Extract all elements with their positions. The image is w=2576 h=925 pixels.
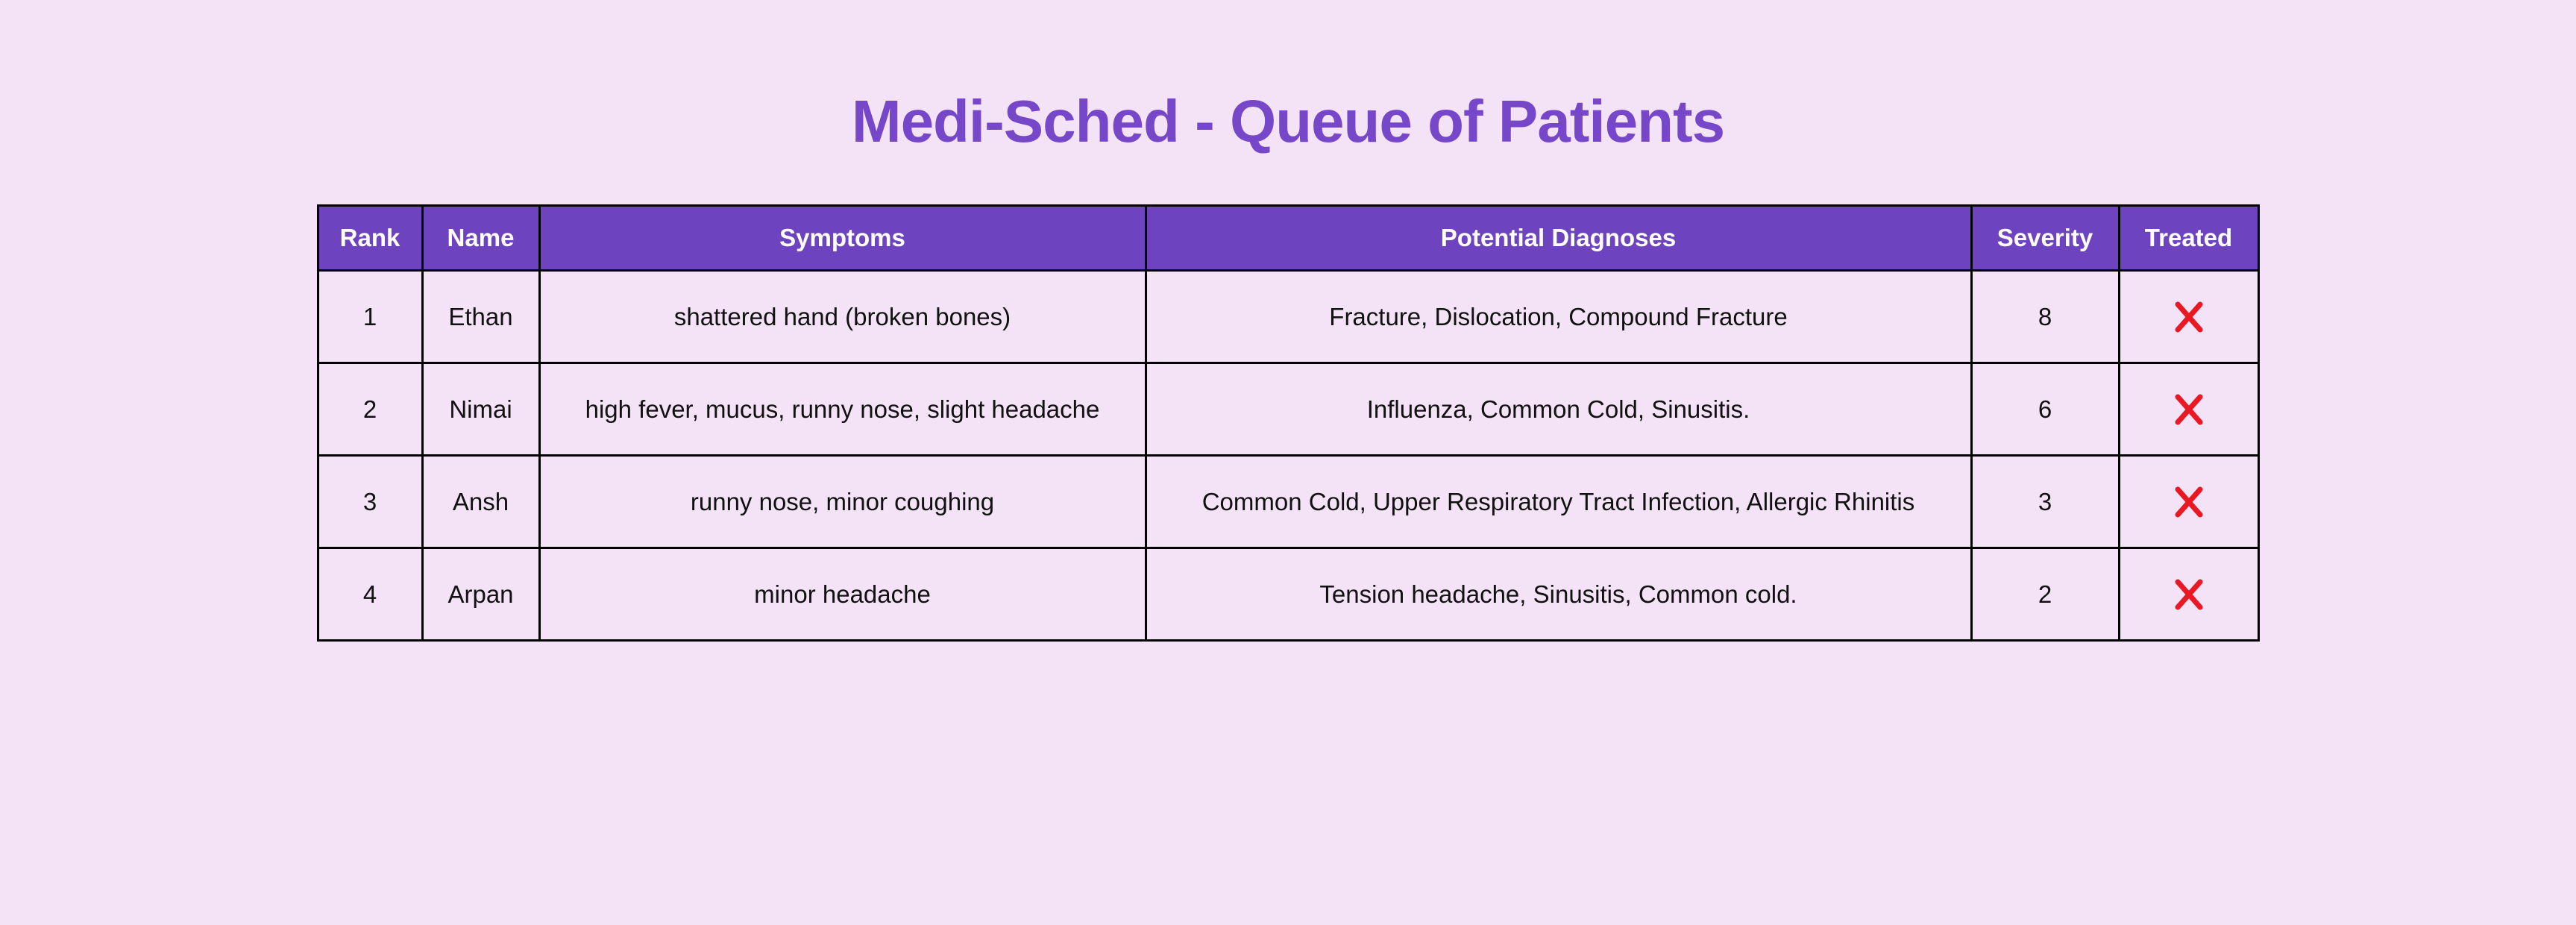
severity-cell: 8: [1970, 269, 2120, 364]
severity-cell: 2: [1970, 547, 2120, 642]
table-header-row: Rank Name Symptoms Potential Diagnoses S…: [316, 204, 2260, 272]
diagnoses-cell: Common Cold, Upper Respiratory Tract Inf…: [1144, 454, 1973, 549]
column-header-treated: Treated: [2117, 204, 2260, 272]
table-row: 4 Arpan minor headache Tension headache,…: [316, 547, 2260, 642]
name-cell: Ansh: [421, 454, 541, 549]
name-cell: Nimai: [421, 362, 541, 457]
rank-cell: 3: [316, 454, 424, 549]
table-row: 1 Ethan shattered hand (broken bones) Fr…: [316, 269, 2260, 364]
treated-cell: [2117, 547, 2260, 642]
name-cell: Arpan: [421, 547, 541, 642]
not-treated-x-icon[interactable]: [2172, 485, 2206, 519]
diagnoses-cell: Tension headache, Sinusitis, Common cold…: [1144, 547, 1973, 642]
treated-cell: [2117, 454, 2260, 549]
rank-cell: 1: [316, 269, 424, 364]
severity-cell: 6: [1970, 362, 2120, 457]
symptoms-cell: runny nose, minor coughing: [538, 454, 1147, 549]
diagnoses-cell: Influenza, Common Cold, Sinusitis.: [1144, 362, 1973, 457]
treated-cell: [2117, 269, 2260, 364]
column-header-name: Name: [421, 204, 541, 272]
not-treated-x-icon[interactable]: [2172, 392, 2206, 427]
not-treated-x-icon[interactable]: [2172, 577, 2206, 612]
table-row: 2 Nimai high fever, mucus, runny nose, s…: [316, 362, 2260, 457]
column-header-symptoms: Symptoms: [538, 204, 1147, 272]
column-header-rank: Rank: [316, 204, 424, 272]
table-row: 3 Ansh runny nose, minor coughing Common…: [316, 454, 2260, 549]
column-header-severity: Severity: [1970, 204, 2120, 272]
patient-queue-table: Rank Name Symptoms Potential Diagnoses S…: [316, 204, 2260, 642]
rank-cell: 2: [316, 362, 424, 457]
rank-cell: 4: [316, 547, 424, 642]
severity-cell: 3: [1970, 454, 2120, 549]
symptoms-cell: minor headache: [538, 547, 1147, 642]
not-treated-x-icon[interactable]: [2172, 300, 2206, 334]
symptoms-cell: high fever, mucus, runny nose, slight he…: [538, 362, 1147, 457]
name-cell: Ethan: [421, 269, 541, 364]
treated-cell: [2117, 362, 2260, 457]
diagnoses-cell: Fracture, Dislocation, Compound Fracture: [1144, 269, 1973, 364]
page-title: Medi-Sched - Queue of Patients: [851, 88, 1725, 154]
symptoms-cell: shattered hand (broken bones): [538, 269, 1147, 364]
column-header-potential-diagnoses: Potential Diagnoses: [1144, 204, 1973, 272]
